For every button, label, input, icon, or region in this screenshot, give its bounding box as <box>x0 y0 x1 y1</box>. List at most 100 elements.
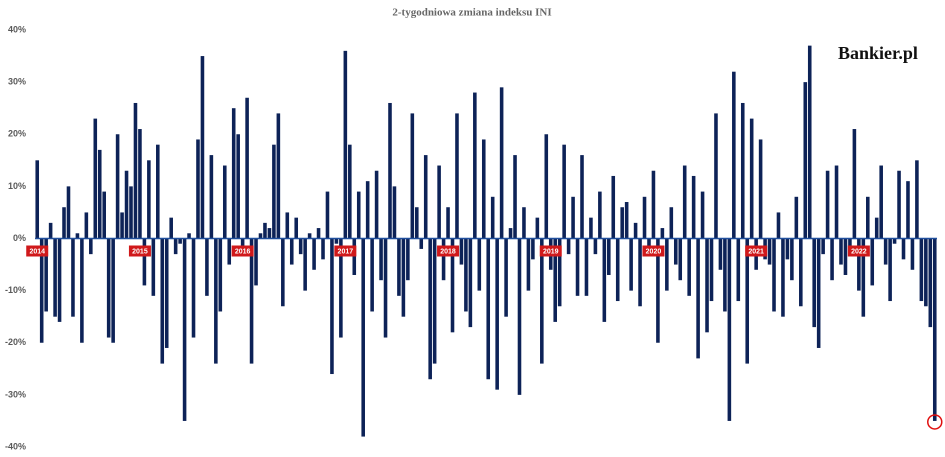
bar <box>446 207 450 239</box>
y-tick-label: -30% <box>5 389 26 399</box>
bar <box>343 50 348 239</box>
bar <box>35 160 40 239</box>
bar <box>499 87 504 239</box>
bar <box>187 233 191 239</box>
bar <box>361 238 365 437</box>
bar <box>776 212 781 239</box>
bar <box>839 238 843 265</box>
bar <box>401 238 406 317</box>
bar <box>669 207 674 239</box>
bar <box>749 118 754 239</box>
bar <box>156 144 160 239</box>
year-badge <box>539 245 562 257</box>
bar <box>602 238 607 322</box>
bar <box>785 238 790 260</box>
bar <box>696 238 700 359</box>
bar <box>80 238 84 343</box>
x-tick-label: 2018 <box>440 248 456 255</box>
y-tick-label: -40% <box>5 441 26 451</box>
year-badge <box>847 245 870 257</box>
bar <box>615 238 620 302</box>
bar <box>289 238 294 265</box>
x-tick-label: 2016 <box>235 248 251 255</box>
bar <box>62 207 66 239</box>
bar <box>544 134 549 239</box>
bar <box>39 238 44 343</box>
bar <box>866 196 870 239</box>
bar <box>834 165 839 239</box>
bar <box>772 238 776 312</box>
y-tick-label: 0% <box>13 233 26 243</box>
bar <box>852 129 857 239</box>
bar <box>508 228 513 239</box>
bar <box>557 238 562 307</box>
bar <box>334 238 339 244</box>
bar <box>477 238 482 291</box>
bar <box>691 175 696 239</box>
bar <box>897 170 901 239</box>
bar <box>794 196 799 239</box>
bar <box>807 45 812 239</box>
bar <box>312 238 316 270</box>
bar <box>522 207 526 239</box>
bar <box>589 217 593 239</box>
year-badge <box>437 245 460 257</box>
bar <box>562 144 566 239</box>
bar <box>464 238 468 312</box>
bar <box>879 165 883 239</box>
bar <box>330 238 334 375</box>
bar <box>495 238 499 390</box>
highlight-circle <box>927 414 943 430</box>
x-tick-label: 2014 <box>29 248 45 255</box>
bar <box>209 155 214 239</box>
bar <box>276 113 281 239</box>
bar <box>97 149 102 239</box>
bar <box>57 238 62 322</box>
bar <box>191 238 196 338</box>
bar <box>901 238 906 260</box>
bar <box>267 228 272 239</box>
bar <box>48 222 53 239</box>
bar <box>624 202 629 239</box>
bar <box>580 155 584 239</box>
bar <box>133 102 138 239</box>
bar <box>272 144 276 239</box>
bar <box>437 165 441 239</box>
bar <box>370 238 374 312</box>
bar <box>892 238 897 244</box>
bar <box>231 108 236 239</box>
bar <box>593 238 598 255</box>
bar <box>656 238 660 343</box>
bar <box>196 139 200 239</box>
bar <box>651 170 656 239</box>
x-tick-label: 2020 <box>646 248 662 255</box>
bar <box>714 113 718 239</box>
bar <box>84 212 89 239</box>
bar <box>102 191 106 239</box>
bar <box>723 238 727 312</box>
bar <box>812 238 816 328</box>
bar <box>227 238 232 265</box>
bar <box>910 238 915 270</box>
bar <box>169 217 173 239</box>
bar <box>111 238 115 343</box>
bar <box>843 238 848 275</box>
bar <box>263 222 267 239</box>
bar <box>339 238 343 338</box>
bar <box>325 191 330 239</box>
bar <box>870 238 875 286</box>
bar <box>781 238 785 317</box>
bar <box>93 118 98 239</box>
bar <box>397 238 401 296</box>
year-badge <box>231 245 254 257</box>
bar <box>254 238 258 286</box>
bar <box>160 238 165 364</box>
bar <box>124 170 129 239</box>
bar <box>303 238 307 291</box>
y-tick-label: 30% <box>8 77 26 87</box>
bar <box>803 82 808 239</box>
bar <box>682 165 687 239</box>
bar <box>660 228 665 239</box>
bar <box>66 186 71 239</box>
bar <box>633 222 638 239</box>
